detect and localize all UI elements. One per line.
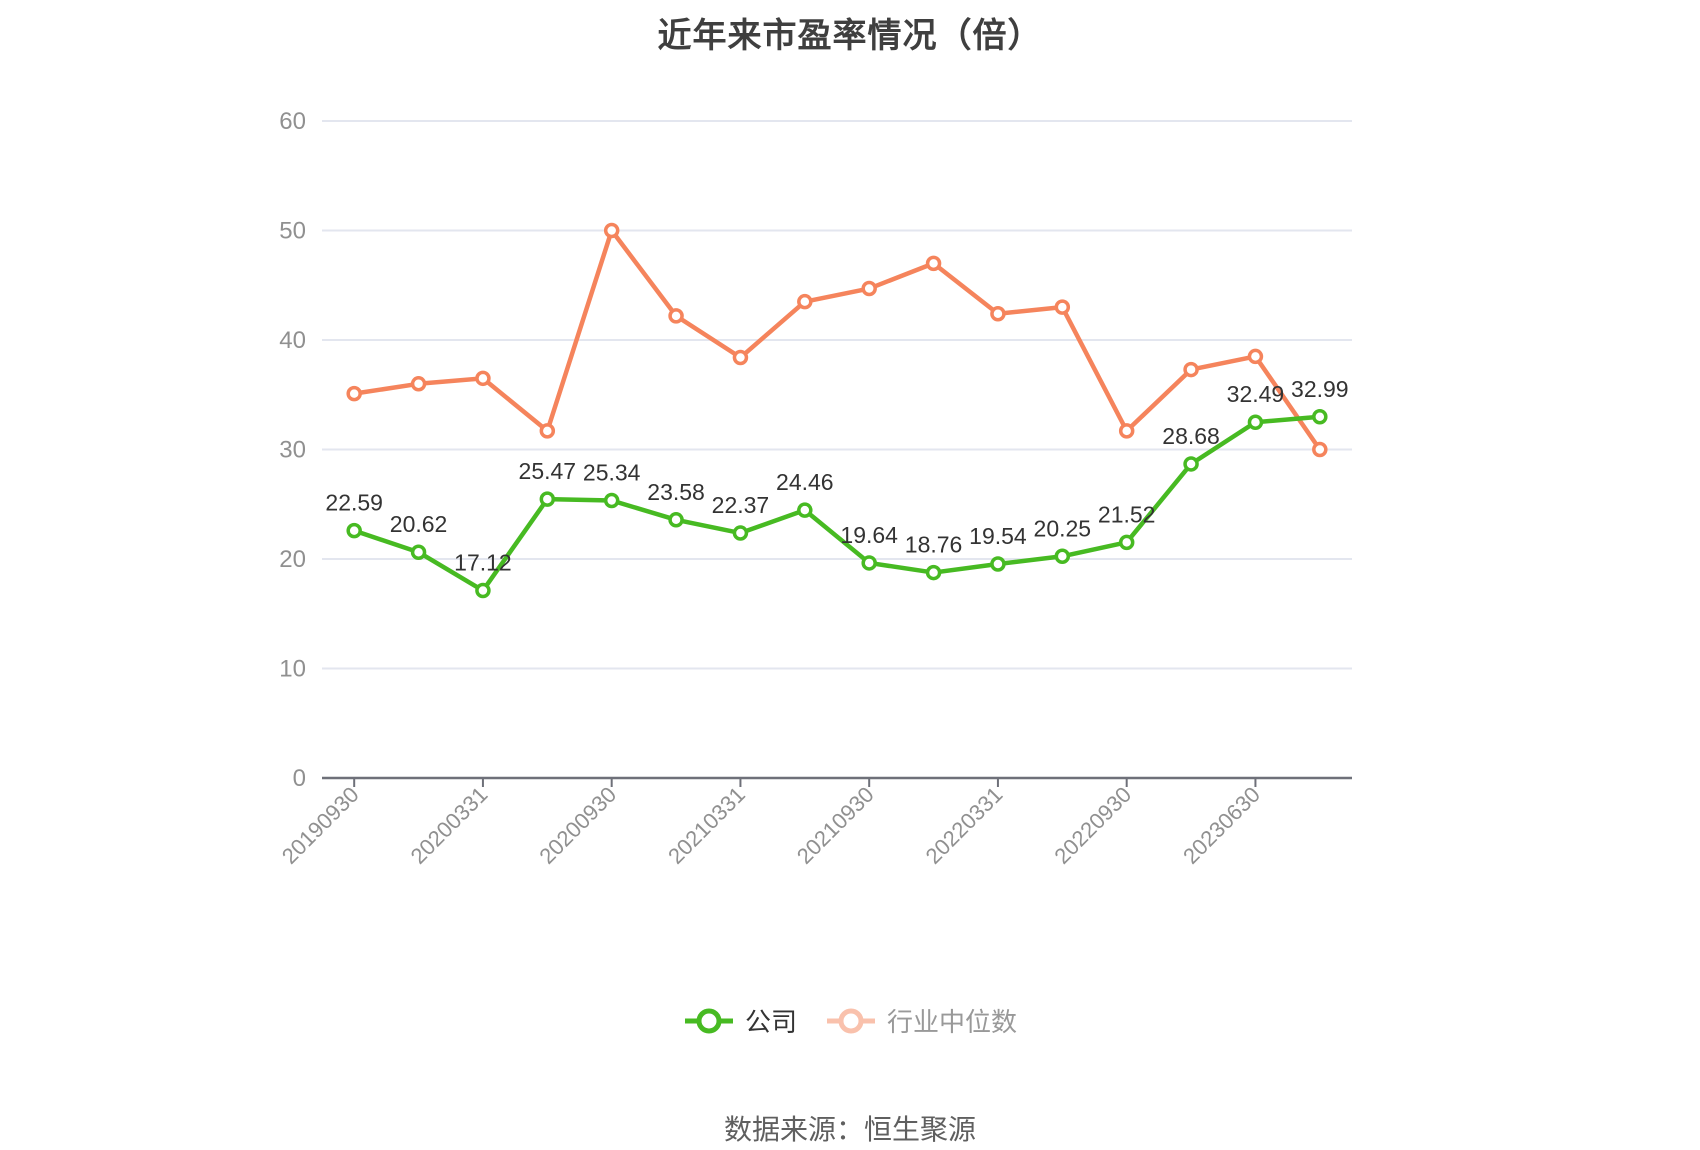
industry-median-data-point-marker xyxy=(1183,361,1199,378)
company-data-point-marker xyxy=(990,556,1006,572)
company-series-line xyxy=(351,414,1323,593)
company-point-value-label: 25.47 xyxy=(519,458,577,484)
chart-title: 近年来市盈率情况（倍） xyxy=(657,17,1043,55)
company-data-point-marker xyxy=(539,491,556,507)
company-data-point-marker xyxy=(410,544,427,560)
industry-median-data-point-marker xyxy=(797,293,813,310)
y-axis-tick-label: 60 xyxy=(279,108,306,135)
x-axis-tick-label: 20230630 xyxy=(1178,782,1265,869)
y-axis-tick-label: 40 xyxy=(279,327,306,354)
y-axis-tick-label: 10 xyxy=(279,656,306,683)
industry-median-data-point-marker xyxy=(732,349,749,366)
company-point-value-label: 17.12 xyxy=(454,550,512,576)
company-data-point-marker xyxy=(475,582,491,599)
company-data-point-marker xyxy=(1183,456,1199,472)
company-point-value-label: 22.59 xyxy=(325,490,383,516)
company-data-point-marker xyxy=(797,502,813,518)
industry-median-data-point-marker xyxy=(1247,348,1264,365)
industry-median-data-point-marker xyxy=(539,423,556,439)
company-point-value-label: 18.76 xyxy=(905,532,963,558)
company-point-value-label: 23.58 xyxy=(647,479,705,505)
industry-median-data-point-marker xyxy=(925,255,942,272)
x-axis-tick-label: 20200331 xyxy=(406,782,493,869)
company-data-point-marker xyxy=(861,555,877,571)
industry-median-data-point-marker xyxy=(990,305,1006,322)
industry-median-data-point-marker xyxy=(861,280,877,297)
industry-median-data-point-marker xyxy=(410,376,427,392)
y-axis-tick-label: 50 xyxy=(279,218,306,245)
company-data-point-marker xyxy=(346,522,362,539)
company-point-value-label: 21.52 xyxy=(1098,501,1156,527)
company-point-value-label: 20.25 xyxy=(1034,515,1092,541)
company-point-value-label: 32.49 xyxy=(1227,381,1285,407)
industry-median-data-point-marker xyxy=(1312,441,1328,458)
company-data-point-marker xyxy=(1247,414,1264,430)
industry-median-data-point-marker xyxy=(346,385,362,402)
company-point-value-label: 19.64 xyxy=(840,522,898,548)
company-point-value-label: 24.46 xyxy=(776,469,834,495)
y-axis-tick-label: 20 xyxy=(279,546,306,573)
company-point-value-label: 28.68 xyxy=(1162,423,1220,449)
industry-median-data-point-marker xyxy=(475,370,491,387)
company-point-value-label: 19.54 xyxy=(969,523,1027,549)
industry-median-series-line xyxy=(351,228,1323,452)
company-point-value-label: 25.34 xyxy=(583,460,641,486)
industry-median-data-point-marker xyxy=(668,308,684,324)
x-axis-tick-label: 20200930 xyxy=(534,782,621,869)
x-axis-tick-label: 20220930 xyxy=(1049,782,1136,869)
company-point-value-label: 32.99 xyxy=(1291,376,1349,402)
y-axis-tick-label: 0 xyxy=(293,765,306,792)
x-axis-tick-label: 20210930 xyxy=(792,782,879,869)
company-data-point-marker xyxy=(925,564,942,581)
x-axis-tick-label: 20210331 xyxy=(663,782,750,869)
data-source-note: 数据来源：恒生聚源 xyxy=(723,1114,976,1145)
company-series-legend-icon xyxy=(684,1008,733,1033)
company-data-point-marker xyxy=(1312,409,1328,425)
y-axis-tick-label: 30 xyxy=(279,437,306,464)
industry-median-data-point-marker xyxy=(603,222,620,239)
industry-median-data-point-marker xyxy=(1054,299,1071,315)
legend-item-industry-median[interactable]: 行业中位数 xyxy=(825,1002,1017,1039)
legend-item-company[interactable]: 公司 xyxy=(683,1002,797,1039)
industry-median-series-legend-icon xyxy=(827,1008,875,1033)
company-data-point-marker xyxy=(668,512,684,528)
x-axis-tick-label: 20220331 xyxy=(921,782,1008,869)
company-data-point-marker xyxy=(1054,548,1071,565)
company-point-value-label: 20.62 xyxy=(390,511,448,537)
company-data-point-marker xyxy=(732,525,749,541)
legend-label-industry-median: 行业中位数 xyxy=(887,1007,1018,1037)
legend-label-company: 公司 xyxy=(744,1007,797,1037)
legend: 公司 行业中位数 xyxy=(0,1002,1700,1039)
company-data-point-marker xyxy=(1118,534,1135,551)
x-axis-tick-label: 20190930 xyxy=(277,782,364,869)
company-data-point-marker xyxy=(603,492,620,509)
company-point-value-label: 22.37 xyxy=(712,492,770,518)
industry-median-data-point-marker xyxy=(1118,423,1135,439)
